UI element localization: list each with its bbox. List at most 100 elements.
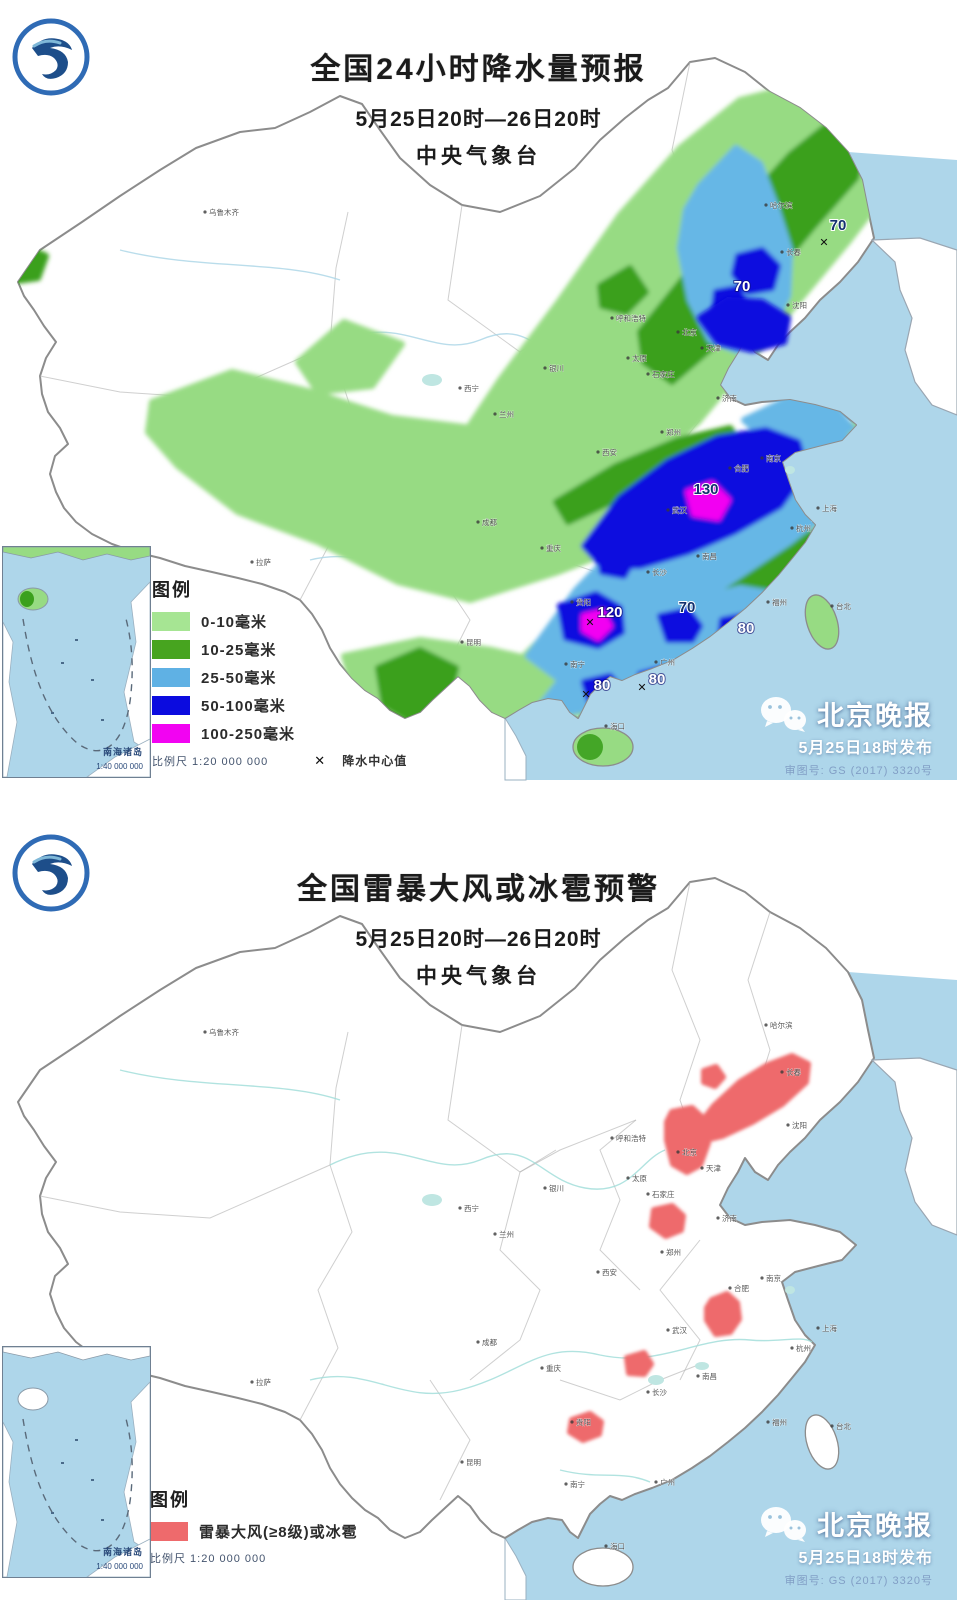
city-label: 上海: [822, 1323, 837, 1333]
city-label: 郑州: [666, 1247, 681, 1257]
city-dot: [476, 1340, 480, 1344]
city-label: 哈尔滨: [770, 1020, 793, 1030]
city-label: 广州: [660, 1477, 675, 1487]
legend-scale-row: 比例尺 1:20 000 000 ✕ 降水中心值: [152, 752, 482, 769]
precip-center-label: 降水中心值: [342, 754, 408, 768]
city-dot: [203, 1030, 207, 1034]
inset-west-land: [3, 1421, 18, 1577]
city-dot: [626, 356, 630, 360]
legend-row: 50-100毫米: [152, 695, 482, 716]
city-label: 南宁: [570, 659, 585, 669]
city-label: 南昌: [702, 1371, 717, 1381]
legend-rows: 雷暴大风(≥8级)或冰雹: [150, 1521, 580, 1542]
inset-islet: [75, 1439, 78, 1441]
legend-swatch: [152, 668, 190, 687]
precip-center-value: 80: [649, 671, 666, 688]
province-boundary: [559, 1364, 699, 1401]
map-scale: 比例尺 1:20 000 000: [150, 1553, 267, 1565]
sea-area: [505, 972, 957, 1600]
city-label: 福州: [772, 598, 787, 607]
legend-label: 50-100毫米: [201, 698, 286, 715]
city-label: 西安: [602, 1267, 617, 1277]
sea-overlays: [697, 297, 791, 353]
city-label: 长春: [786, 247, 801, 257]
inset-coastline: [3, 547, 150, 561]
province-boundary: [329, 211, 349, 346]
city-label: 重庆: [546, 543, 561, 553]
lake: [648, 1375, 664, 1385]
city-label: 沈阳: [792, 300, 807, 310]
precip-center-symbol: ✕: [314, 752, 327, 768]
weather-region: [691, 1053, 811, 1144]
city-label: 沈阳: [792, 1120, 807, 1130]
weather-region: [597, 545, 635, 579]
weather-region: [18, 243, 49, 285]
weather-region: [657, 607, 703, 643]
city-dot: [646, 372, 650, 376]
weather-region: [704, 1291, 742, 1337]
inset-islet: [91, 679, 94, 681]
city-dot: [790, 526, 794, 530]
city-dot: [570, 600, 574, 604]
city-dot: [646, 570, 650, 574]
legend-swatch: [152, 640, 190, 659]
cma-logo: [10, 16, 92, 98]
inset-south-land: [86, 738, 150, 777]
inset-scale: 1:40 000 000: [96, 1562, 143, 1571]
city-dot: [493, 412, 497, 416]
korea-peninsula: [870, 1057, 957, 1236]
inset-islet: [61, 662, 64, 664]
cma-logo: [10, 832, 92, 914]
city-label: 南宁: [570, 1479, 585, 1489]
city-label: 昆明: [466, 638, 481, 647]
inset-coastline: [3, 1347, 150, 1361]
city-dot: [564, 662, 568, 666]
weather-region: [697, 297, 791, 353]
city-label: 杭州: [796, 523, 811, 533]
city-label: 西宁: [464, 383, 479, 393]
city-dot: [458, 386, 462, 390]
inset-islet: [91, 1479, 94, 1481]
city-label: 南京: [766, 1273, 781, 1283]
city-label: 贵阳: [576, 1417, 591, 1427]
city-dot: [760, 456, 764, 460]
legend-swatch: [152, 724, 190, 743]
inset-islet: [51, 1512, 54, 1514]
legend-label: 0-10毫米: [201, 614, 268, 631]
inset-title: 南海诸岛: [102, 1547, 143, 1557]
city-label: 银川: [549, 364, 564, 373]
city-label: 济南: [722, 393, 737, 403]
city-dot: [610, 316, 614, 320]
city-dot: [543, 366, 547, 370]
taiwan-island: [804, 1414, 840, 1470]
inset-west-land: [3, 621, 18, 777]
precip-center-value: 70: [679, 599, 696, 616]
city-label: 海口: [610, 1541, 625, 1551]
city-dot: [816, 1326, 820, 1330]
precipitation-legend: 图例 0-10毫米 10-25毫米 25-50毫米 50-100毫米 100-250毫米…: [152, 576, 482, 769]
city-label: 拉萨: [256, 557, 271, 567]
city-label: 台北: [836, 601, 851, 611]
city-label: 杭州: [796, 1343, 811, 1353]
city-label: 上海: [822, 503, 837, 513]
precip-center-mark: ✕: [585, 617, 594, 629]
weather-region: [624, 1350, 654, 1377]
legend-label: 100-250毫米: [201, 726, 296, 743]
city-dot: [728, 466, 732, 470]
city-dot: [790, 1346, 794, 1350]
city-dot: [654, 1480, 658, 1484]
city-dot: [716, 396, 720, 400]
inset-east-land: [123, 1381, 150, 1553]
city-dot: [660, 430, 664, 434]
precip-center-value: 120: [597, 604, 622, 621]
city-dot: [493, 1232, 497, 1236]
city-dot: [676, 1150, 680, 1154]
city-label: 哈尔滨: [770, 200, 793, 210]
city-dot: [596, 1270, 600, 1274]
city-label: 兰州: [499, 409, 514, 419]
city-label: 西宁: [464, 1203, 479, 1213]
city-dot: [716, 1216, 720, 1220]
